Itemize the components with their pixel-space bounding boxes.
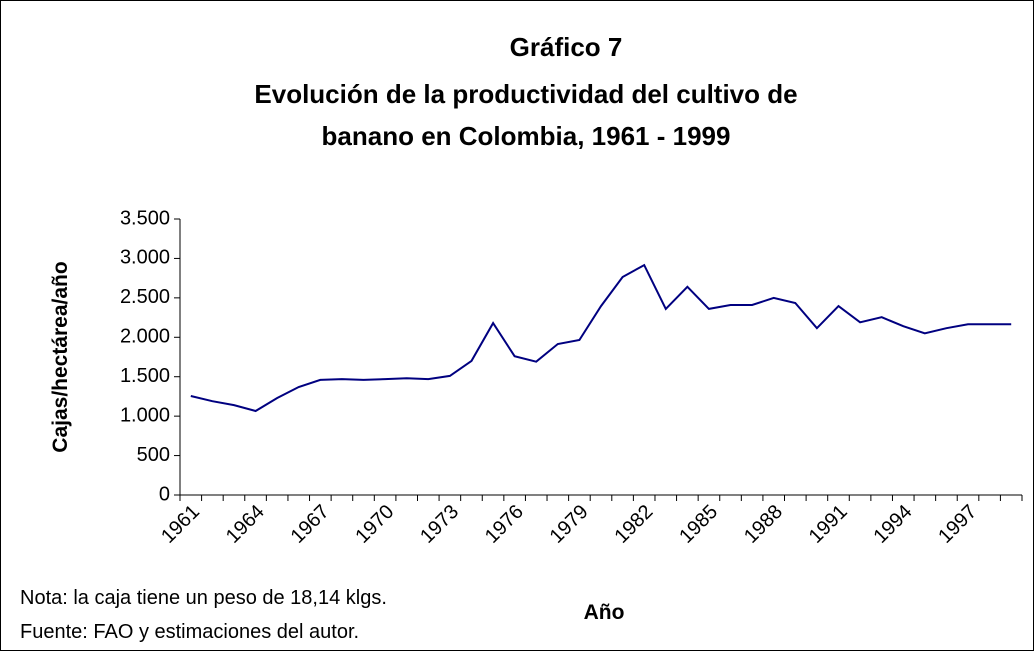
x-axis-label: Año: [584, 601, 625, 624]
y-tick-label: 500: [137, 444, 170, 466]
y-tick-label: 3.500: [120, 207, 170, 229]
chart-subtitle: banano en Colombia, 1961 - 1999: [322, 121, 731, 151]
y-tick-label: 1.000: [120, 404, 170, 426]
y-tick-label: 2.000: [120, 326, 170, 348]
note: Nota: la caja tiene un peso de 18,14 klg…: [20, 587, 387, 609]
y-axis-label: Cajas/hectárea/año: [49, 261, 72, 452]
y-tick-label: 2.500: [120, 286, 170, 308]
data-line: [190, 263, 1012, 413]
y-tick-label: 0: [159, 483, 170, 505]
y-tick-label: 3.000: [120, 247, 170, 269]
y-tick-label: 1.500: [120, 365, 170, 387]
note: Fuente: FAO y estimaciones del autor.: [20, 621, 359, 643]
chart-title: Gráfico 7: [510, 32, 623, 62]
chart-subtitle: Evolución de la productividad del cultiv…: [254, 79, 797, 109]
